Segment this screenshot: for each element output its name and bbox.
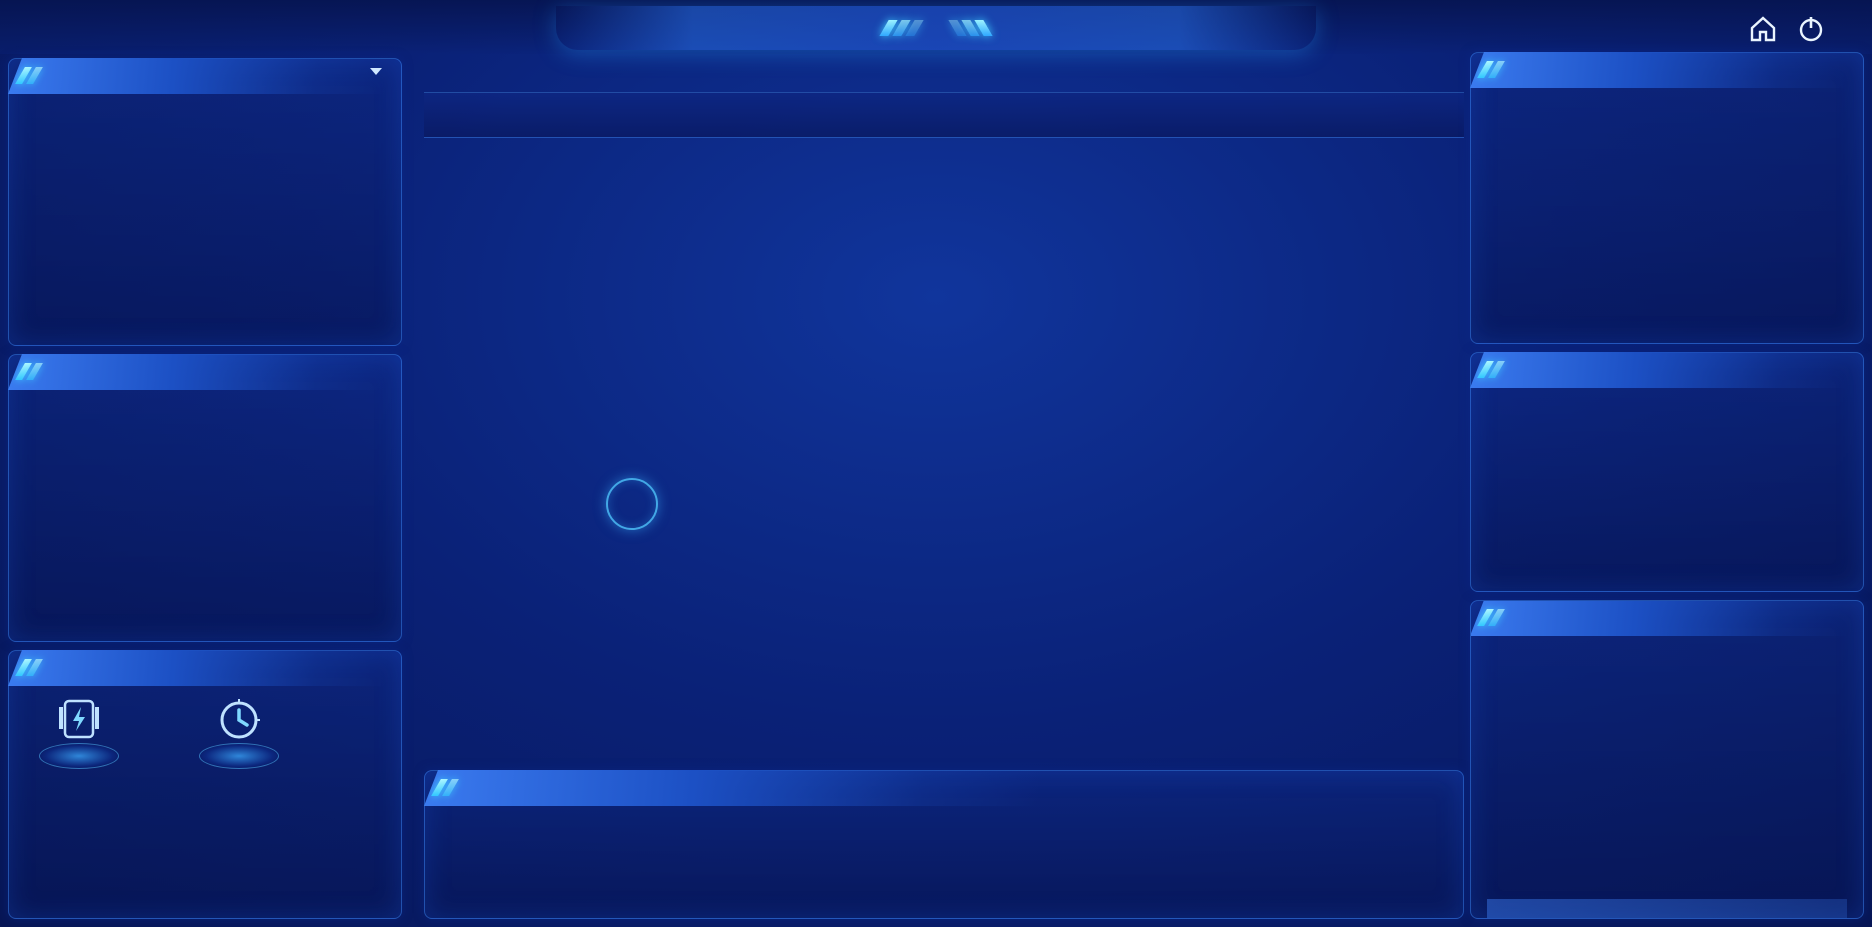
panel-demand-header	[424, 770, 1064, 806]
panel-corner-icon	[1482, 609, 1506, 626]
panel-corner-icon	[20, 67, 44, 84]
panel-power-header	[1470, 52, 1864, 88]
panel-usage-analysis	[8, 354, 402, 642]
company-dropdown[interactable]	[356, 66, 388, 77]
power-line-chart	[1481, 101, 1853, 339]
demand-line-chart	[439, 813, 1449, 913]
panel-rank-header	[1470, 600, 1864, 636]
table-row-partial[interactable]	[1487, 899, 1847, 918]
panel-cost-header	[1470, 352, 1864, 388]
panel-cost-compare	[1470, 352, 1864, 592]
panel-benefits-header	[8, 650, 402, 686]
transformer-badge	[592, 478, 672, 536]
cost-bar-chart	[1481, 397, 1855, 589]
panel-usage-header	[8, 354, 402, 390]
panel-social-benefits	[8, 650, 402, 919]
home-icon[interactable]	[1748, 14, 1780, 44]
panel-demand-curve	[424, 770, 1464, 919]
app-header	[0, 0, 1872, 54]
generation-pedestal	[31, 699, 127, 769]
header-decoration-left	[879, 20, 924, 36]
chevron-down-icon	[370, 68, 382, 75]
hours-pedestal	[191, 699, 287, 769]
power-icon[interactable]	[1796, 14, 1828, 44]
header-decoration-right	[948, 20, 993, 36]
cumulative-stats-bar	[424, 92, 1464, 138]
panel-corner-icon	[1482, 361, 1506, 378]
panel-project-info	[8, 58, 402, 346]
transformer-load-pct	[606, 478, 658, 530]
clock-icon	[220, 699, 260, 739]
panel-power-curve	[1470, 52, 1864, 344]
panel-energy-ranking	[1470, 600, 1864, 919]
panel-corner-icon	[436, 779, 460, 796]
panel-corner-icon	[1482, 61, 1506, 78]
panel-corner-icon	[20, 659, 44, 676]
battery-lightning-icon	[59, 699, 99, 739]
title-banner	[556, 6, 1316, 50]
renewable-share-indicator	[862, 212, 1032, 218]
panel-project-header	[8, 58, 402, 94]
panel-corner-icon	[20, 363, 44, 380]
